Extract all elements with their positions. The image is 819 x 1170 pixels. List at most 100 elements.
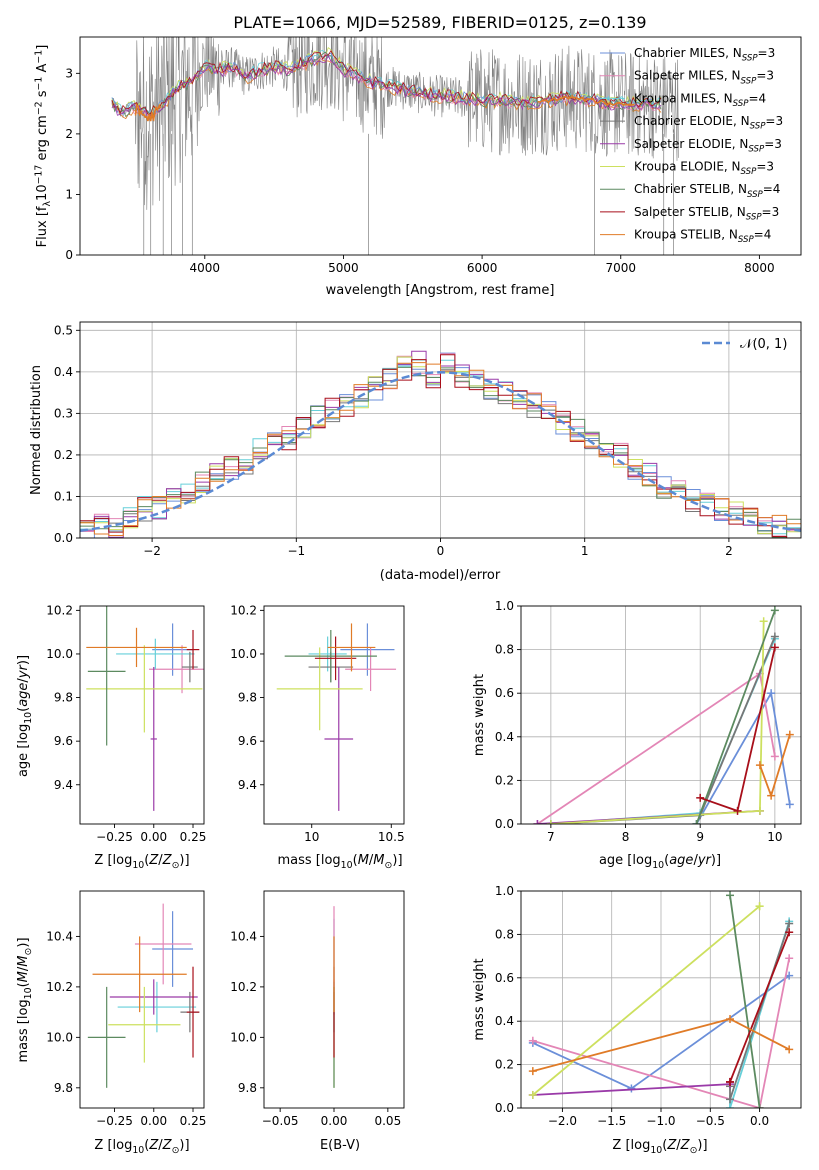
legend-label: 𝒩(0, 1) <box>740 337 787 352</box>
legend-label: Salpeter ELODIE, NSSP=3 <box>634 137 782 155</box>
y-tick-label: 10.0 <box>230 647 257 661</box>
weight-series-line <box>532 905 761 1096</box>
y-tick-label: 0.6 <box>495 686 514 700</box>
x-tick-label: 0.0 <box>750 1114 769 1128</box>
x-tick-label: 0.00 <box>140 1114 167 1128</box>
x-tick-label: 6000 <box>467 261 498 275</box>
y-tick-label: 3 <box>65 66 73 80</box>
x-axis-label: Z [log10(Z/Z⊙)] <box>612 1138 707 1156</box>
weight-series-line <box>695 610 776 824</box>
x-tick-label: 10 <box>304 830 319 844</box>
y-axis-label: mass [log10(M/M⊙)] <box>16 937 34 1062</box>
y-axis-label: age [log10(age/yr)] <box>16 655 34 777</box>
mass-vs-z-panel: −0.25 0.00 0.25 9.8 10.0 10.2 10.4 <box>46 890 207 1128</box>
y-tick-label: 10.2 <box>46 603 73 617</box>
y-tick-label: 9.6 <box>238 734 257 748</box>
x-tick-label: 2 <box>725 544 733 558</box>
model-fit-orange <box>537 95 635 107</box>
age-vs-z-panel: −0.25 0.00 0.25 9.4 9.6 9.8 10.0 10.2 <box>46 603 206 844</box>
x-tick-label: 0.25 <box>180 1114 207 1128</box>
x-tick-label: −0.5 <box>696 1114 725 1128</box>
x-tick-label: 5000 <box>328 261 359 275</box>
weight-series-line <box>532 958 791 1108</box>
y-tick-label: 0.5 <box>54 323 73 337</box>
axes-frame <box>79 890 205 1109</box>
y-tick-label: 10.0 <box>46 647 73 661</box>
legend-label: Salpeter STELIB, NSSP=3 <box>634 205 779 223</box>
axes-frame <box>79 36 802 256</box>
y-tick-label: 10.0 <box>230 1030 257 1044</box>
y-tick-label: 9.8 <box>238 691 257 705</box>
model-fit-line <box>111 51 662 118</box>
x-tick-label: 8000 <box>744 261 775 275</box>
y-tick-label: 0.0 <box>495 1101 514 1115</box>
x-tick-label: 1 <box>581 544 589 558</box>
x-tick-label: 0.05 <box>374 1114 401 1128</box>
legend: Chabrier MILES, NSSP=3 Salpeter MILES, NS… <box>600 46 783 245</box>
model-fit-orange <box>134 103 162 122</box>
x-tick-label: −1.0 <box>646 1114 675 1128</box>
y-tick-label: 10.4 <box>46 929 73 943</box>
y-tick-label: 10.2 <box>46 980 73 994</box>
y-tick-label: 0.8 <box>495 643 514 657</box>
y-tick-label: 10.2 <box>230 603 257 617</box>
legend-label: Chabrier ELODIE, NSSP=3 <box>634 114 783 132</box>
x-tick-label: −1 <box>287 544 305 558</box>
x-tick-label: −0.05 <box>262 1114 299 1128</box>
x-tick-label: −2.0 <box>548 1114 577 1128</box>
x-axis-label: (data-model)/error <box>380 568 501 583</box>
spectrum-panel: 4000 5000 6000 7000 8000 0 1 2 3 Chabrier MILES, … <box>65 36 802 275</box>
y-tick-label: 0.2 <box>495 773 514 787</box>
x-axis-label: Z [log10(Z/Z⊙)] <box>94 1138 189 1156</box>
y-tick-label: 0 <box>65 248 73 262</box>
y-tick-label: 10.2 <box>230 980 257 994</box>
y-tick-label: 10.0 <box>46 1030 73 1044</box>
y-axis-label: mass weight <box>472 674 487 756</box>
x-tick-label: −1.5 <box>597 1114 626 1128</box>
y-tick-label: 0.0 <box>54 531 73 545</box>
legend-label: Kroupa STELIB, NSSP=4 <box>634 228 771 246</box>
legend-label: Salpeter MILES, NSSP=3 <box>634 69 774 87</box>
y-axis-label: mass weight <box>472 958 487 1040</box>
x-tick-label: 7 <box>547 830 555 844</box>
y-tick-label: 9.8 <box>238 1081 257 1095</box>
x-tick-label: 0 <box>437 544 445 558</box>
x-tick-label: 0.00 <box>321 1114 348 1128</box>
y-tick-label: 9.4 <box>238 778 257 792</box>
mass-vs-ebv-panel: −0.05 0.00 0.05 9.8 10.0 10.2 10.4 <box>230 890 405 1128</box>
x-tick-label: 8 <box>622 830 630 844</box>
age-vs-mass-panel: 10 10.5 9.4 9.6 9.8 10.0 10.2 <box>230 603 404 844</box>
residual-histogram <box>80 362 801 536</box>
y-tick-label: 9.8 <box>54 691 73 705</box>
y-tick-label: 1.0 <box>495 599 514 613</box>
weight-vs-z-panel: −2.0 −1.5 −1.0 −0.5 0.0 0.0 0.2 0.4 0.6 0.8 1.0 <box>495 884 802 1128</box>
y-tick-label: 0.4 <box>495 730 514 744</box>
plot-area <box>533 606 794 824</box>
plot-area <box>80 350 801 538</box>
y-tick-label: 0.2 <box>495 1058 514 1072</box>
y-tick-label: 9.6 <box>54 734 73 748</box>
model-fit-line <box>111 54 662 121</box>
residual-panel: −2 −1 0 1 2 0.0 0.1 0.2 0.3 0.4 0.5 𝒩(0, 1) <box>54 321 802 558</box>
plot-area <box>86 606 204 811</box>
y-axis-label: Flux [fλ10−17 erg cm−2 s−1 A−1] <box>33 45 52 248</box>
weight-series-line <box>729 931 791 1083</box>
y-tick-label: 9.8 <box>54 1081 73 1095</box>
y-tick-label: 0.0 <box>495 817 514 831</box>
model-fit-line <box>111 49 662 114</box>
y-tick-label: 0.2 <box>54 448 73 462</box>
x-tick-label: 7000 <box>605 261 636 275</box>
x-tick-label: −2 <box>143 544 161 558</box>
x-axis-label: wavelength [Angstrom, rest frame] <box>326 283 555 298</box>
plot-area <box>528 891 794 1108</box>
x-axis-label: age [log10(age/yr)] <box>599 853 721 871</box>
legend-label: Kroupa ELODIE, NSSP=3 <box>634 160 774 178</box>
y-tick-label: 10.4 <box>230 929 257 943</box>
x-tick-label: 10.5 <box>378 830 405 844</box>
x-axis-label: E(B-V) <box>320 1138 360 1153</box>
plot-area <box>87 903 200 1088</box>
x-axis-label: mass [log10(M/M⊙)] <box>277 853 402 871</box>
axes-frame <box>79 605 205 825</box>
legend-label: Chabrier STELIB, NSSP=4 <box>634 182 780 200</box>
